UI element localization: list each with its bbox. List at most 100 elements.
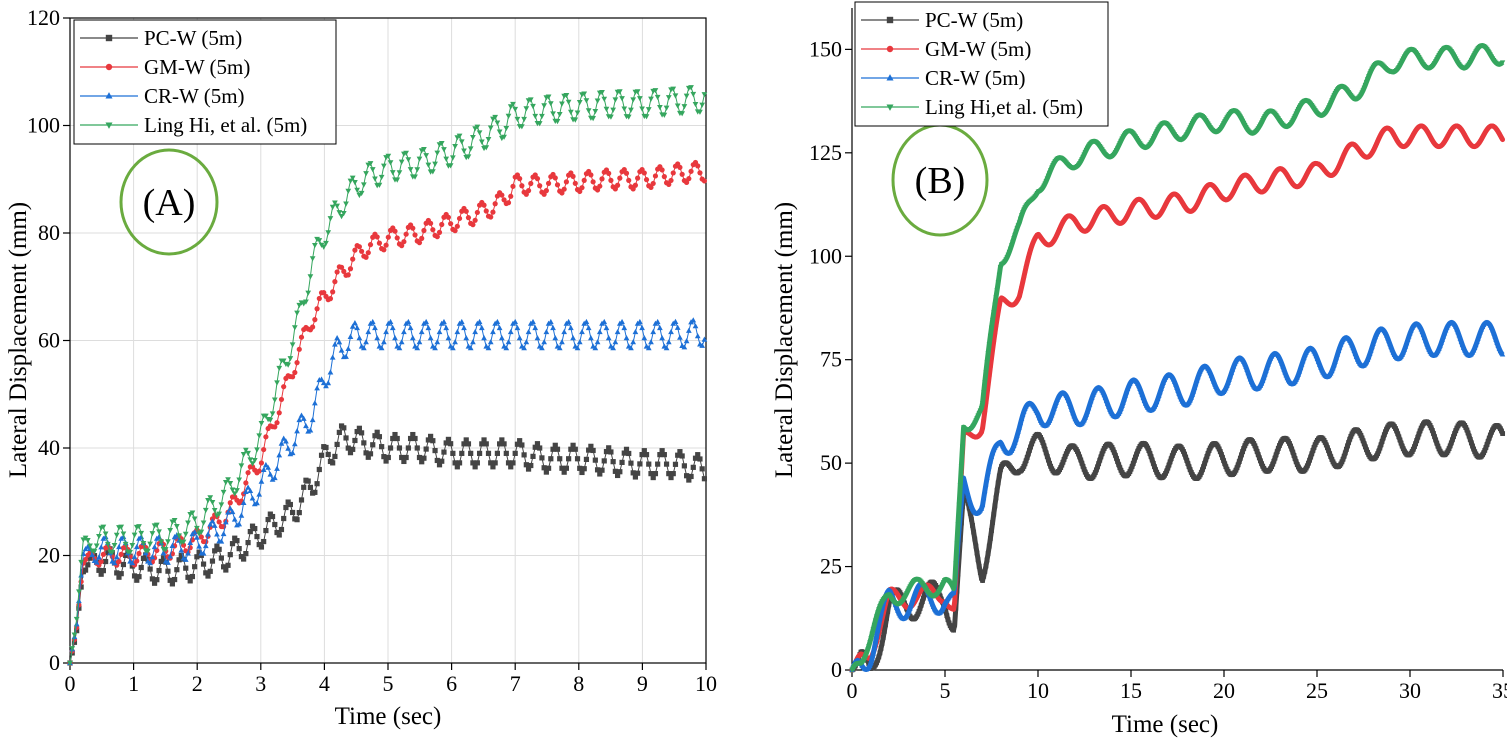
data-point <box>659 448 665 454</box>
data-point <box>412 174 418 180</box>
data-point <box>675 452 681 458</box>
data-point <box>623 335 630 341</box>
data-point <box>1226 376 1232 382</box>
data-point <box>991 310 997 316</box>
data-point <box>1272 455 1278 461</box>
data-point <box>1024 259 1030 265</box>
data-point <box>585 108 592 114</box>
data-point <box>151 543 158 550</box>
data-point <box>209 499 216 506</box>
y-tick-label: 20 <box>38 543 60 568</box>
data-point <box>523 339 530 345</box>
data-point <box>972 536 978 542</box>
data-point <box>510 460 516 466</box>
data-point <box>403 231 409 237</box>
data-point <box>499 192 505 198</box>
data-point <box>959 444 966 450</box>
data-point <box>1309 451 1315 457</box>
data-point <box>291 325 298 331</box>
data-point <box>280 435 287 441</box>
data-point <box>574 110 581 116</box>
data-point <box>887 597 893 603</box>
data-point <box>343 435 349 441</box>
data-point <box>881 628 887 634</box>
data-point <box>254 500 260 506</box>
data-point <box>1376 448 1382 454</box>
data-point <box>423 318 430 325</box>
data-point <box>122 541 129 548</box>
data-point <box>376 182 383 188</box>
data-point <box>347 266 354 272</box>
data-point <box>507 328 514 335</box>
data-point <box>294 310 300 316</box>
data-point <box>247 457 254 463</box>
data-point <box>1380 435 1386 441</box>
data-point <box>258 478 265 484</box>
data-point <box>532 324 539 331</box>
data-point <box>990 347 996 353</box>
data-point <box>1121 396 1127 402</box>
data-point <box>265 516 271 523</box>
data-point <box>1378 442 1384 448</box>
data-point <box>1100 448 1106 454</box>
data-point <box>583 98 590 104</box>
data-point <box>387 318 394 325</box>
data-point <box>441 318 447 325</box>
data-point <box>242 488 249 494</box>
data-point <box>236 521 243 527</box>
data-point <box>1218 452 1224 457</box>
data-point <box>318 376 325 382</box>
data-point <box>200 520 207 526</box>
data-point <box>1206 448 1212 453</box>
data-point <box>196 549 202 555</box>
data-point <box>447 163 454 169</box>
data-point <box>481 202 487 208</box>
x-tick-label: 10 <box>1027 678 1049 703</box>
data-point <box>984 360 990 366</box>
data-point <box>1359 435 1365 441</box>
data-point <box>701 476 708 482</box>
data-point <box>87 543 93 549</box>
data-point <box>594 467 601 473</box>
y-tick-label: 60 <box>38 328 60 353</box>
data-point <box>1346 440 1352 445</box>
data-point <box>1044 454 1050 459</box>
data-point <box>912 589 919 595</box>
data-point <box>989 450 996 456</box>
data-point <box>283 504 289 511</box>
data-point <box>1477 329 1483 335</box>
data-point <box>883 622 888 628</box>
data-point <box>98 558 104 565</box>
data-point <box>372 433 378 439</box>
data-point <box>1145 445 1151 451</box>
data-point <box>374 234 380 240</box>
data-point <box>606 445 612 451</box>
data-point <box>870 627 876 633</box>
data-point <box>679 111 686 117</box>
data-point <box>1075 449 1080 454</box>
data-point <box>216 519 222 525</box>
data-point <box>1223 464 1229 470</box>
data-point <box>298 497 305 503</box>
data-point <box>1079 460 1085 466</box>
data-point <box>648 339 654 345</box>
data-point <box>536 121 543 127</box>
data-point <box>989 355 994 361</box>
data-point <box>885 609 891 614</box>
data-point <box>303 299 309 305</box>
data-point <box>1295 371 1302 377</box>
data-point <box>570 335 576 341</box>
data-point <box>178 552 184 559</box>
data-point <box>985 351 991 356</box>
data-point <box>1095 464 1100 470</box>
data-point <box>1240 449 1245 454</box>
data-point <box>162 547 169 553</box>
data-point <box>396 445 403 451</box>
data-point <box>478 139 485 145</box>
data-point <box>1040 440 1046 445</box>
data-point <box>211 522 218 528</box>
data-point <box>614 182 621 188</box>
data-point <box>1291 452 1297 458</box>
data-point <box>630 97 637 103</box>
data-point <box>278 396 285 403</box>
